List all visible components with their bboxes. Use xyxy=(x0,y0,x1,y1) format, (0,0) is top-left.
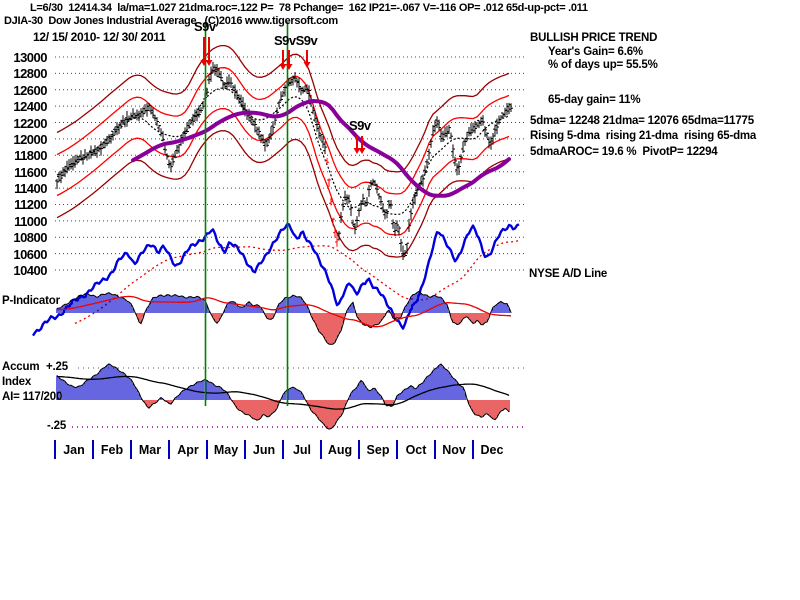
month-label: Oct xyxy=(405,443,427,457)
signal-label: S9v xyxy=(194,19,216,34)
chart-title: DJIA-30 Dow Jones Industrial Average (C)… xyxy=(4,15,338,27)
month-label: Feb xyxy=(100,443,124,457)
month-label: Aug xyxy=(327,443,353,457)
trend-status: BULLISH PRICE TREND xyxy=(530,32,658,44)
y-axis-label: 12600 xyxy=(13,82,47,98)
y-axis-label: 11400 xyxy=(14,181,47,197)
date-range: 12/ 15/ 2010- 12/ 30/ 2011 xyxy=(33,30,166,44)
accum-levels xyxy=(72,367,524,428)
y-axis-label: 10600 xyxy=(13,246,47,262)
gain-65d: 65-day gain= 11% xyxy=(548,94,641,106)
y-axis-label: 12000 xyxy=(13,131,47,147)
ai-value: AI= 117/200 xyxy=(2,391,63,403)
signal-label: S9v xyxy=(349,118,371,133)
aroc-pivot: 5dmaAROC= 19.6 % PivotP= 12294 xyxy=(530,146,718,158)
month-label: May xyxy=(213,443,239,457)
y-axis-label: 12200 xyxy=(13,115,47,131)
y-axis-label: 12800 xyxy=(13,66,47,82)
trading-bands xyxy=(56,44,510,258)
month-label: Mar xyxy=(138,443,162,457)
ad-line-label: NYSE A/D Line xyxy=(529,268,608,280)
month-label: Dec xyxy=(480,443,504,457)
month-axis xyxy=(54,440,474,459)
signal-arrows xyxy=(200,37,366,154)
month-label: Jun xyxy=(252,443,276,457)
y-axis-label: 11800 xyxy=(14,148,47,164)
price-bars xyxy=(55,61,513,261)
dma-values: 5dma= 12248 21dma= 12076 65dma=11775 xyxy=(530,115,754,127)
header-stats-line: L=6/30 12414.34 la/ma=1.027 21dma.roc=.1… xyxy=(30,2,588,14)
accum-index-label: Index xyxy=(2,376,32,388)
month-label: Apr xyxy=(177,443,199,457)
y-axis-label: 12400 xyxy=(13,99,47,115)
month-label: Jul xyxy=(292,443,312,457)
nyse-ad-line xyxy=(31,223,520,337)
y-axis-label: 11200 xyxy=(14,197,47,213)
ma65-line xyxy=(131,98,511,198)
signal-vlines xyxy=(204,22,289,406)
p-indicator-histogram xyxy=(56,290,512,345)
y-axis-label: 11600 xyxy=(14,164,47,180)
years-gain: Year's Gain= 6.6% xyxy=(548,46,643,58)
accum-minus-level-label: -.25 xyxy=(47,420,67,432)
ma65 xyxy=(131,98,511,198)
accum-label: Accum xyxy=(2,361,40,373)
month-label: Nov xyxy=(442,443,466,457)
y-axis-label: 11000 xyxy=(14,213,47,229)
p-indicator-label: P-Indicator xyxy=(2,295,60,307)
y-axis-label: 10400 xyxy=(13,263,47,278)
days-up-pct: % of days up= 55.5% xyxy=(548,59,658,71)
dma-direction: Rising 5-dma rising 21-dma rising 65-dma xyxy=(530,130,757,142)
signal-label: S9vS9v xyxy=(274,33,318,48)
price-grid xyxy=(55,56,524,271)
month-label: Sep xyxy=(366,443,390,457)
y-axis-label: 10800 xyxy=(13,230,47,246)
accum-plus-level-label: +.25 xyxy=(46,361,68,373)
accum-index-histogram xyxy=(56,363,510,430)
month-label: Jan xyxy=(63,443,85,457)
y-axis-label: 13000 xyxy=(13,50,47,65)
